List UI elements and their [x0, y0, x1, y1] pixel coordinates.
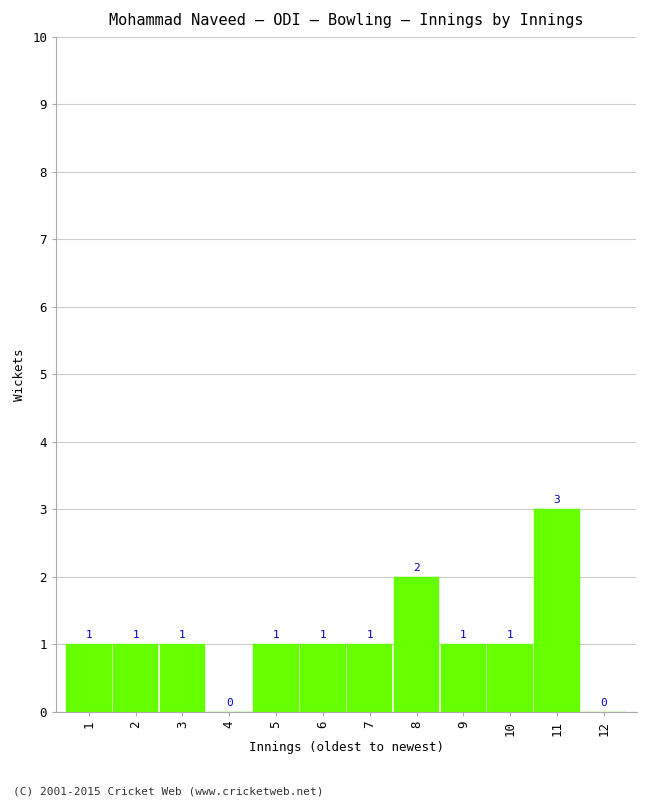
Text: 1: 1 [133, 630, 139, 640]
Bar [488, 644, 533, 712]
Text: 1: 1 [460, 630, 467, 640]
Text: 1: 1 [273, 630, 280, 640]
Text: 3: 3 [554, 495, 560, 506]
Bar [394, 577, 439, 712]
Text: 1: 1 [367, 630, 373, 640]
Bar [534, 510, 580, 712]
Text: 1: 1 [507, 630, 514, 640]
Bar [160, 644, 205, 712]
Text: 1: 1 [179, 630, 186, 640]
Text: (C) 2001-2015 Cricket Web (www.cricketweb.net): (C) 2001-2015 Cricket Web (www.cricketwe… [13, 786, 324, 796]
Bar [441, 644, 486, 712]
Text: 1: 1 [85, 630, 92, 640]
Y-axis label: Wickets: Wickets [14, 348, 27, 401]
Bar [300, 644, 346, 712]
Bar [66, 644, 112, 712]
Bar [254, 644, 299, 712]
Text: 0: 0 [601, 698, 607, 708]
Bar [113, 644, 159, 712]
Bar [347, 644, 393, 712]
X-axis label: Innings (oldest to newest): Innings (oldest to newest) [249, 742, 444, 754]
Text: 0: 0 [226, 698, 233, 708]
Title: Mohammad Naveed – ODI – Bowling – Innings by Innings: Mohammad Naveed – ODI – Bowling – Inning… [109, 14, 584, 29]
Text: 1: 1 [320, 630, 326, 640]
Text: 2: 2 [413, 563, 420, 573]
